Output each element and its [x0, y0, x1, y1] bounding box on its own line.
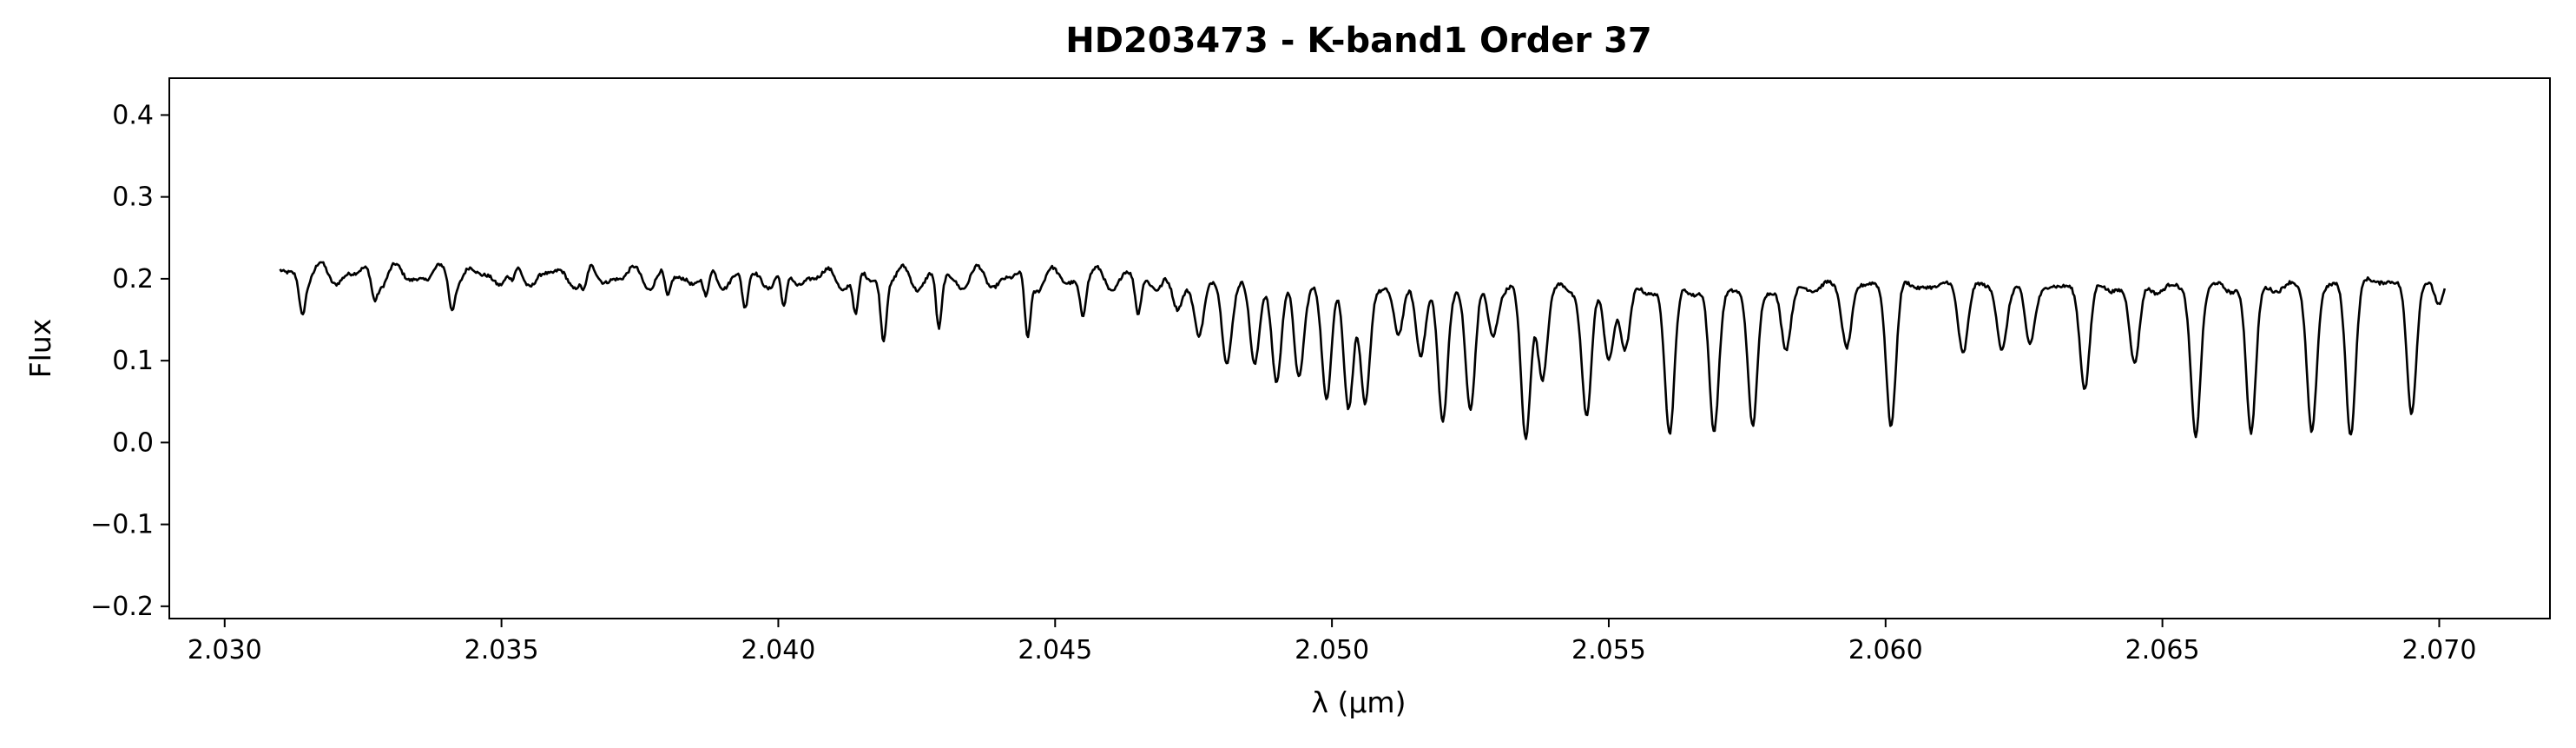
- x-tick-label: 2.060: [1848, 635, 1923, 665]
- x-tick-label: 2.030: [188, 635, 262, 665]
- y-tick-label: 0.1: [112, 346, 154, 376]
- plot-frame: [168, 77, 2551, 619]
- y-tick-label: 0.2: [112, 264, 154, 295]
- y-axis-label: Flux: [23, 319, 57, 379]
- x-tick-label: 2.070: [2402, 635, 2477, 665]
- y-tick-label: 0.0: [112, 427, 154, 458]
- y-tick-label: 0.4: [112, 100, 154, 130]
- spectrum-line: [279, 261, 2447, 440]
- x-axis-label: λ (μm): [1312, 685, 1407, 719]
- chart-title: HD203473 - K-band1 Order 37: [1065, 21, 1652, 61]
- y-tick-label: 0.3: [112, 182, 154, 213]
- y-axis-ticks: −0.2 −0.1 0.0 0.1 0.2 0.3 0.4: [90, 100, 169, 622]
- x-tick-label: 2.065: [2125, 635, 2200, 665]
- x-tick-label: 2.040: [741, 635, 815, 665]
- x-axis-ticks: 2.030 2.035 2.040 2.045 2.050 2.055 2.060 2.065…: [188, 619, 2477, 665]
- x-tick-label: 2.055: [1571, 635, 1646, 665]
- y-tick-label: −0.1: [90, 510, 154, 540]
- plot-area: [279, 261, 2447, 440]
- y-tick-label: −0.2: [90, 592, 154, 622]
- x-tick-label: 2.050: [1295, 635, 1369, 665]
- x-tick-label: 2.045: [1018, 635, 1092, 665]
- x-tick-label: 2.035: [464, 635, 539, 665]
